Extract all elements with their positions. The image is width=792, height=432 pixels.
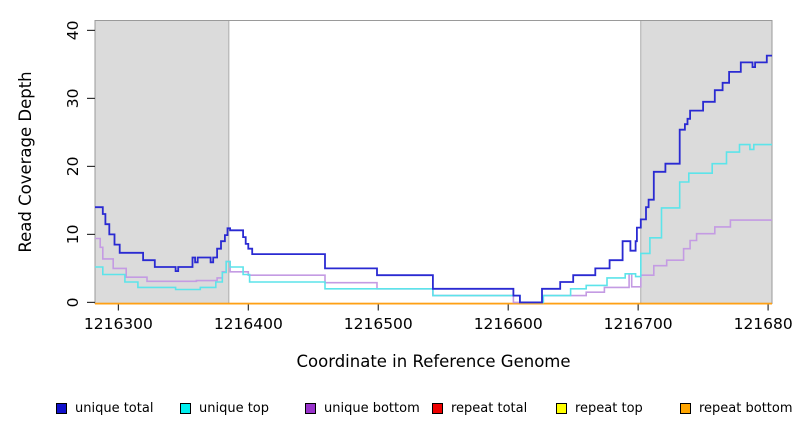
legend-label: unique top [199, 400, 270, 416]
x-tick-label: 1216500 [344, 315, 413, 333]
repeat-total-swatch-icon [432, 402, 443, 414]
x-tick-label: 1216400 [214, 315, 283, 333]
y-tick-label: 0 [64, 297, 82, 307]
legend-label: unique total [75, 400, 154, 416]
x-axis: 1216300 1216400 1216500 1216600 1216700 12168… [84, 303, 792, 333]
unique-bottom-swatch-icon [305, 402, 316, 414]
y-axis: 0 10 20 30 40 [64, 21, 95, 307]
chart-legend: unique total unique top unique bottom re… [0, 398, 792, 422]
unique-top-swatch-icon [180, 402, 191, 414]
y-tick-label: 30 [64, 89, 82, 109]
legend-label: repeat bottom [699, 400, 792, 416]
legend-item-repeat-bottom: repeat bottom [680, 398, 792, 418]
x-tick-label: 1216300 [84, 315, 153, 333]
legend-label: repeat top [575, 400, 643, 416]
y-axis-title: Read Coverage Depth [16, 71, 35, 252]
x-tick-label: 1216700 [604, 315, 673, 333]
legend-item-unique-bottom: unique bottom [305, 398, 420, 418]
y-tick-label: 20 [64, 157, 82, 177]
legend-item-repeat-top: repeat top [556, 398, 643, 418]
x-axis-title: Coordinate in Reference Genome [296, 352, 570, 371]
legend-item-repeat-total: repeat total [432, 398, 527, 418]
repeat-top-swatch-icon [556, 402, 567, 414]
legend-item-unique-top: unique top [180, 398, 269, 418]
legend-item-unique-total: unique total [56, 398, 153, 418]
legend-label: unique bottom [324, 400, 420, 416]
repeat-bottom-swatch-icon [680, 402, 691, 414]
unique-total-swatch-icon [56, 402, 67, 414]
series-unique-total [95, 54, 772, 304]
y-tick-label: 10 [64, 225, 82, 245]
y-tick-label: 40 [64, 21, 82, 41]
legend-label: repeat total [451, 400, 528, 416]
coverage-chart-canvas: 1216300 1216400 1216500 1216600 1216700 12168… [16, 20, 792, 371]
repeat-region-shading [94, 20, 230, 304]
series-unique-top [95, 143, 772, 304]
x-tick-label: 1216600 [474, 315, 543, 333]
repeat-region-shading [640, 20, 773, 304]
